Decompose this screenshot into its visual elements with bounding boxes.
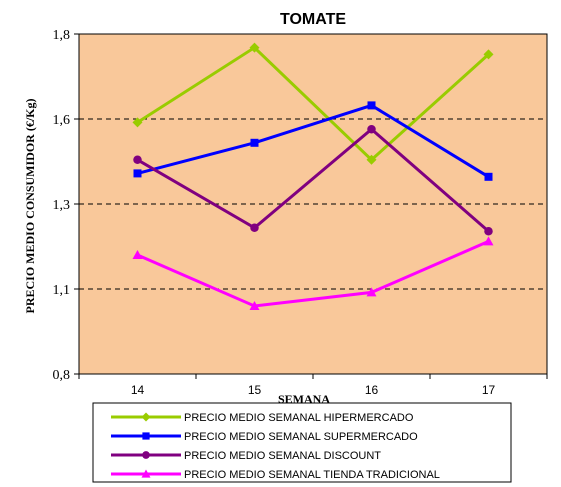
y-tick-label: 1,6 (53, 113, 71, 128)
series-circle (133, 124, 493, 236)
legend-item: PRECIO MEDIO SEMANAL TIENDA TRADICIONAL (111, 469, 440, 481)
y-tick-label: 1,3 (53, 198, 71, 213)
y-axis-ticks: 0,8 1,1 1,3 1,6 1,8 (53, 28, 79, 383)
legend-label: PRECIO MEDIO SEMANAL SUPERMERCADO (184, 431, 418, 443)
x-tick-label: 17 (482, 383, 496, 397)
x-axis-ticks: 14 15 16 17 (78, 374, 548, 397)
x-tick-label: 14 (131, 383, 145, 397)
data-point-diamond (249, 42, 260, 53)
y-tick-label: 0,8 (53, 368, 71, 383)
x-tick-label: 15 (248, 383, 262, 397)
data-point-triangle (249, 301, 260, 310)
legend-item: PRECIO MEDIO SEMANAL HIPERMERCADO (111, 412, 414, 424)
x-tick-label: 16 (365, 383, 379, 397)
series-line (136, 240, 490, 308)
series-triangle (132, 236, 494, 310)
series-square (133, 101, 493, 181)
data-point-triangle (483, 236, 494, 246)
data-point-diamond (132, 117, 143, 128)
data-point-triangle (366, 287, 377, 297)
series-line (136, 45, 490, 162)
legend: PRECIO MEDIO SEMANAL HIPERMERCADO PRECIO … (111, 412, 440, 481)
legend-item: PRECIO MEDIO SEMANAL SUPERMERCADO (111, 431, 418, 443)
legend-label: PRECIO MEDIO SEMANAL HIPERMERCADO (184, 412, 414, 424)
data-point-circle (142, 451, 150, 459)
data-point-square (133, 169, 142, 178)
data-point-circle (250, 223, 259, 233)
data-point-circle (367, 124, 376, 134)
series-diamond (132, 42, 494, 165)
data-point-diamond (366, 154, 377, 165)
series-line (137, 103, 490, 179)
data-point-triangle (132, 250, 143, 259)
legend-item: PRECIO MEDIO SEMANAL DISCOUNT (111, 450, 381, 462)
chart-title: TOMATE (280, 11, 346, 28)
data-point-square (484, 172, 493, 181)
data-point-triangle (141, 469, 151, 478)
data-point-diamond (483, 49, 494, 60)
data-point-square (367, 101, 376, 110)
data-point-circle (484, 226, 493, 236)
series-group (132, 42, 494, 310)
series-line (136, 127, 490, 233)
y-tick-label: 1,8 (53, 28, 71, 43)
grid-lines (79, 118, 547, 290)
y-axis-label: PRECIO MEDIO CONSUMIDOR (€/Kg) (23, 98, 37, 313)
data-point-circle (133, 155, 142, 165)
data-point-diamond (141, 412, 151, 422)
legend-label: PRECIO MEDIO SEMANAL TIENDA TRADICIONAL (184, 469, 440, 481)
data-point-square (142, 432, 150, 440)
y-tick-label: 1,1 (53, 283, 71, 298)
legend-label: PRECIO MEDIO SEMANAL DISCOUNT (184, 450, 381, 462)
data-point-square (250, 138, 259, 147)
